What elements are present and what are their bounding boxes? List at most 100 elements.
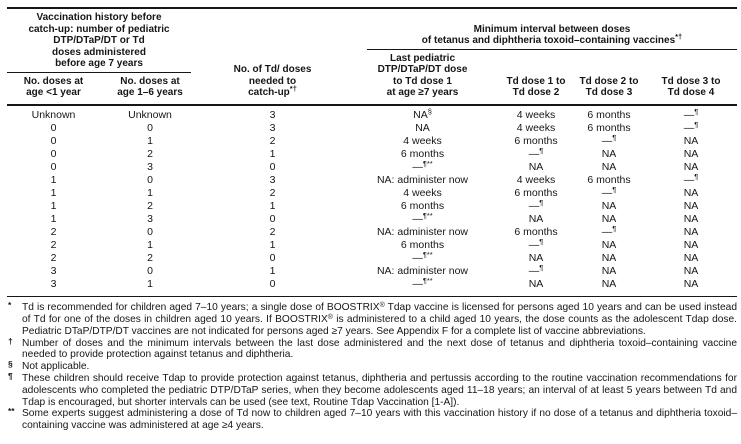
table-cell: —¶ [683,171,699,186]
table-cell: 1 [147,134,153,147]
table-cell: NA [683,278,699,291]
header-td-doses-needed-footnote-marks: *† [289,84,297,93]
table-row: 3 1 0 —¶** NA NA NA [7,276,737,291]
table-cell: —¶ [601,184,617,199]
table-row: 2 1 1 6 months —¶ NA NA [7,236,737,252]
table-cell: NA [528,160,544,173]
table-cell: 1 [147,278,153,291]
table-cell: 0 [50,160,57,173]
table-cell: 2 [50,238,57,251]
table-cell: 2 [147,252,153,265]
table-cell: 6 months [587,173,631,186]
table-cell: 6 months [514,186,558,199]
footnotes: * Td is recommended for children aged 7–1… [7,297,737,432]
header-group-td-doses: No. of Td/ doses needed to catch-up*† [200,50,345,104]
table-cell: NA [683,265,699,278]
table-cell: —¶ [528,145,544,160]
header-td-doses-needed: No. of Td/ doses needed to catch-up*† [200,50,345,104]
table-cell: 0 [50,121,57,134]
footnote-mark: ¶ [539,263,544,273]
header-td3-to-td4: Td dose 3 to Td dose 4 [661,75,721,99]
header-group-minimum-interval: Minimum interval between doses of tetanu… [345,12,737,104]
header-td-doses-needed-text: No. of Td/ doses needed to catch-up [233,64,312,98]
table-cell: NA [683,186,699,199]
table-row: 1 3 0 —¶** NA NA NA [7,210,737,226]
header-td1-to-td2: Td dose 1 to Td dose 2 [506,75,566,99]
table-cell: —¶ [601,132,617,147]
table-body: Unknown Unknown 3 NA§ 4 weeks 6 months —¶ 0 0 3 NA… [7,106,737,298]
table-row: 2 2 0 —¶** NA NA NA [7,250,737,265]
table-cell: —¶ [683,106,699,121]
registered-trademark-symbol: ® [379,302,385,310]
table-cell: 1 [269,147,276,160]
footnote-mark: ¶ [612,223,617,233]
table-cell: —¶** [412,276,433,291]
table-cell: 0 [147,265,153,278]
mmwr-page: Vaccination history before catch-up: num… [7,7,737,432]
table-cell: —¶ [683,119,699,134]
table-cell: 3 [147,212,153,225]
table-cell: 4 weeks [516,108,556,121]
table-cell: NA [683,212,699,225]
table-row: 1 1 2 4 weeks 6 months —¶ NA [7,184,737,200]
table-cell: 4 weeks [403,134,442,147]
table-cell: NA [601,160,617,173]
table-cell: 3 [50,265,57,278]
table-cell: NA [601,278,617,291]
footnote-mark: ¶ [539,145,544,155]
footnote: * Td is recommended for children aged 7–1… [8,300,738,337]
table-cell: 0 [269,160,276,173]
table-cell: NA§ [413,106,432,121]
footnote-marker: ¶ [8,370,13,381]
table-cell: —¶** [412,250,433,265]
header-minimum-interval-footnote-marks: *† [675,32,683,41]
table-cell: 3 [269,173,276,186]
table-cell: NA [415,121,430,134]
table-cell: 3 [269,121,276,134]
header-last-pediatric-dose: Last pediatric DTP/DTaP/DT dose to Td do… [377,52,468,99]
table-cell: —¶ [528,236,544,251]
table-header: Vaccination history before catch-up: num… [7,7,737,106]
table-cell: 6 months [400,147,445,160]
footnote-marker: * [8,300,12,311]
table-cell: NA [683,225,699,238]
table-cell: NA [601,199,617,212]
table-row: 0 1 2 4 weeks 6 months —¶ NA [7,132,737,148]
table-cell: 2 [269,134,276,147]
table-cell: NA [528,212,544,225]
table-cell: 2 [147,199,153,212]
table-cell: NA [528,252,544,265]
table-cell: —¶ [528,197,544,212]
header-subrow-right: Last pediatric DTP/DTaP/DT dose to Td do… [345,50,737,104]
footnote-mark: ¶ [539,236,544,246]
table-cell: 2 [50,225,57,238]
table-cell: —¶** [412,158,433,173]
table-cell: 1 [147,238,153,251]
footnote-mark: ¶** [422,250,433,260]
table-cell: 0 [50,134,57,147]
table-cell: 0 [269,278,276,291]
footnote-mark: ¶** [422,158,433,168]
table-cell: 6 months [514,134,558,147]
table-cell: NA [683,134,699,147]
table-cell: —¶ [528,263,544,278]
footnote-mark: ¶ [612,132,617,142]
table-cell: 4 weeks [516,121,556,134]
table-cell: NA [683,160,699,173]
table-row: 0 2 1 6 months —¶ NA NA [7,145,737,161]
table-cell: 6 months [587,121,631,134]
table-cell: 6 months [400,238,445,251]
table-cell: 1 [50,186,57,199]
footnote-mark: ¶** [422,210,433,220]
footnote: § Not applicable. [8,359,90,373]
table-cell: 0 [269,212,276,225]
footnote-marker: ** [8,406,15,417]
table-row: 1 0 3 NA: administer now 4 weeks 6 months —¶ [7,171,737,187]
footnote-mark: ¶ [694,171,699,181]
table-cell: —¶ [601,223,617,238]
footnote: ** Some experts suggest administering a d… [8,406,737,432]
header-vaccination-history-label: Vaccination history before catch-up: num… [7,12,191,73]
table-row: 3 0 1 NA: administer now —¶ NA NA [7,263,737,278]
footnote-mark: ¶ [694,106,699,116]
table-cell: 0 [50,147,57,160]
